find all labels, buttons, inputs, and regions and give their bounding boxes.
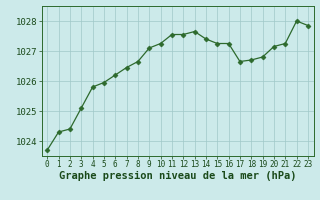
X-axis label: Graphe pression niveau de la mer (hPa): Graphe pression niveau de la mer (hPa) xyxy=(59,171,296,181)
